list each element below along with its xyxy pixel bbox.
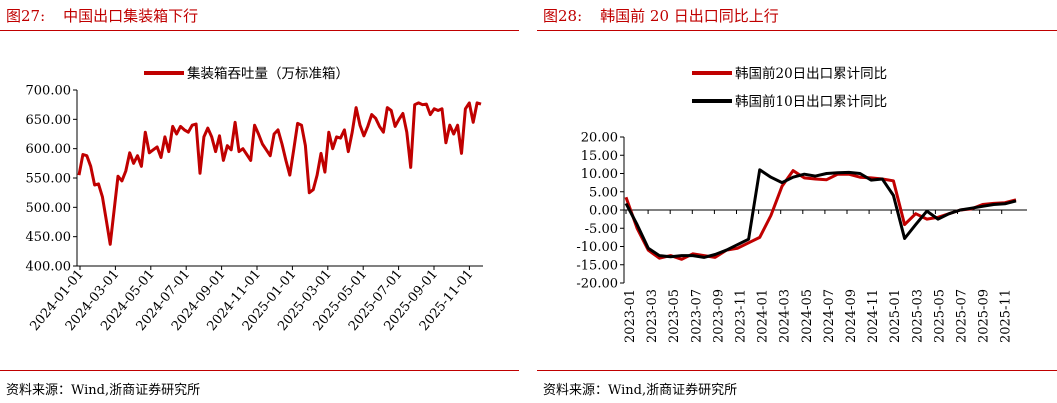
x-tick-label: 2023-05 xyxy=(667,289,682,343)
y-tick-label: -20.00 xyxy=(576,277,618,292)
source-note-right: 资料来源：Wind,浙商证券研究所 xyxy=(543,383,738,398)
x-tick-label: 2024-01 xyxy=(756,289,771,343)
title-rule-right xyxy=(537,30,1057,31)
x-tick-label: 2024-09 xyxy=(844,289,859,343)
y-tick-label: 500.00 xyxy=(26,201,72,216)
x-tick-label: 2025-05 xyxy=(932,289,947,343)
panel-korea-exports: 图28: 韩国前 20 日出口同比上行 -20.00 -15.00 -10.00 -5.… xyxy=(537,0,1057,403)
figure-caption-right: 韩国前 20 日出口同比上行 xyxy=(600,7,779,25)
x-tick-label: 2025-03 xyxy=(910,289,925,343)
source-note-left: 资料来源：Wind,浙商证券研究所 xyxy=(6,383,201,398)
y-tick-label: 0.00 xyxy=(589,204,618,219)
x-tick-label: 2023-03 xyxy=(645,289,660,343)
source-rule-right xyxy=(537,370,1057,371)
x-tick-label: 2024-03 xyxy=(778,289,793,343)
x-tick-label: 2023-07 xyxy=(689,289,704,343)
figure-title-left: 图27: 中国出口集装箱下行 xyxy=(6,5,198,26)
source-rule-left xyxy=(0,370,519,371)
y-tick-label: 700.00 xyxy=(26,84,72,99)
x-tick-label: 2025-11 xyxy=(999,289,1014,343)
x-tick-label: 2024-05 xyxy=(800,289,815,343)
x-tick-label: 2024-07 xyxy=(822,289,837,343)
y-tick-label: 400.00 xyxy=(26,260,72,275)
x-tick-label: 2023-11 xyxy=(734,289,749,343)
legend-label-1: 集装箱吞吐量（万标准箱） xyxy=(187,66,349,82)
x-tick-label: 2025-09 xyxy=(977,289,992,343)
chart-container-throughput: 400.00 450.00 500.00 550.00 600.00 650.00 700.… xyxy=(26,66,483,334)
y-tick-label: 550.00 xyxy=(26,172,72,187)
y-tick-label: 450.00 xyxy=(26,230,72,245)
figure-title-right: 图28: 韩国前 20 日出口同比上行 xyxy=(543,5,779,26)
legend-label-2: 韩国前10日出口累计同比 xyxy=(735,93,887,110)
y-tick-label: -10.00 xyxy=(576,240,618,255)
chart-korea-export-yoy: -20.00 -15.00 -10.00 -5.00 0.00 5.00 10.00 15.0… xyxy=(576,65,1027,343)
title-rule-left xyxy=(0,30,519,31)
y-tick-label: -5.00 xyxy=(585,222,618,237)
figure-number-right: 图28: xyxy=(543,7,583,25)
series-line-1 xyxy=(77,101,482,246)
legend-label-1: 韩国前20日出口累计同比 xyxy=(735,65,887,82)
series-line-1 xyxy=(624,169,1017,261)
y-tick-label: -15.00 xyxy=(576,258,618,273)
x-tick-label: 2024-11 xyxy=(866,289,881,343)
y-tick-label: 600.00 xyxy=(26,142,72,157)
series-line-2 xyxy=(624,168,1017,259)
x-tick-label: 2023-01 xyxy=(623,289,638,343)
x-tick-label: 2023-09 xyxy=(711,289,726,343)
figure-number-left: 图27: xyxy=(6,7,46,25)
y-tick-label: 20.00 xyxy=(581,131,618,146)
figure-caption-left: 中国出口集装箱下行 xyxy=(63,7,199,25)
x-tick-label: 2025-01 xyxy=(888,289,903,343)
y-tick-label: 15.00 xyxy=(581,149,618,164)
x-tick-label: 2025-07 xyxy=(955,289,970,343)
y-tick-label: 5.00 xyxy=(589,185,618,200)
y-tick-label: 650.00 xyxy=(26,113,72,128)
y-tick-label: 10.00 xyxy=(581,167,618,182)
panel-china-container-exports: 图27: 中国出口集装箱下行 400.00 450.00 500.00 550.00 60… xyxy=(0,0,519,403)
